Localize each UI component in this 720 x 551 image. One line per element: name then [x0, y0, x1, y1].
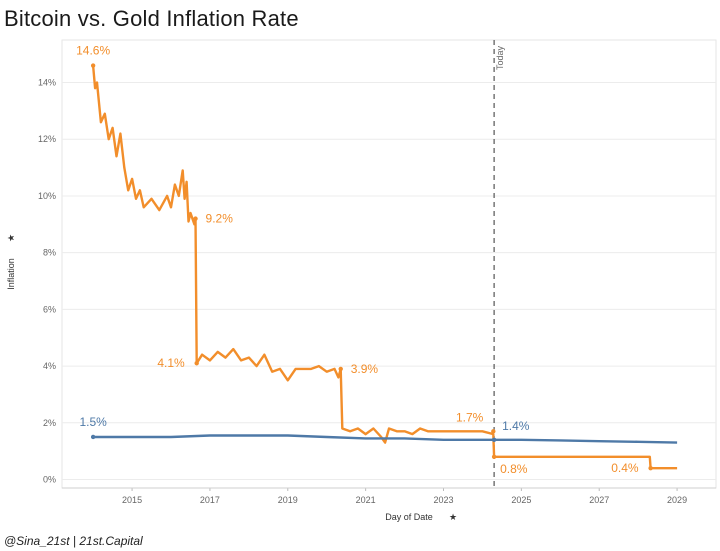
data-point-marker — [491, 429, 496, 434]
x-tick-label: 2019 — [278, 495, 298, 505]
y-tick-label: 6% — [43, 304, 56, 314]
data-label: 1.5% — [79, 415, 107, 429]
x-tick-label: 2017 — [200, 495, 220, 505]
x-axis-label: Day of Date — [385, 512, 433, 522]
plot-frame — [61, 39, 717, 489]
pin-icon: ★ — [449, 512, 457, 522]
x-tick-label: 2023 — [433, 495, 453, 505]
data-point-marker — [648, 465, 653, 471]
data-labels: 14.6% 9.2% 4.1% 3.9% 1.7% 0.8% 0.4% 1.5% 1.4% — [76, 44, 653, 476]
x-tick-label: 2021 — [356, 495, 376, 505]
x-tick-label: 2025 — [511, 495, 531, 505]
data-label: 1.7% — [456, 410, 484, 424]
data-label: 4.1% — [157, 356, 185, 370]
data-point-marker — [194, 361, 199, 366]
y-tick-label: 2% — [43, 418, 56, 428]
data-point-marker — [90, 434, 96, 440]
y-axis-label: Inflation — [6, 258, 16, 290]
y-tick-label: 0% — [43, 474, 56, 484]
data-point-marker — [90, 63, 96, 68]
grid-lines — [61, 39, 717, 489]
data-label: 0.4% — [611, 461, 639, 475]
axes: 0% 2% 4% 6% 8% 10% 12% 14% 2015 2017 2019 2021 2023 2… — [6, 40, 716, 522]
y-tick-label: 10% — [38, 191, 56, 201]
data-label: 14.6% — [76, 44, 110, 58]
data-label: 9.2% — [206, 212, 234, 226]
x-tick-label: 2029 — [667, 495, 687, 505]
data-label: 3.9% — [351, 362, 379, 376]
data-label: 1.4% — [502, 419, 530, 433]
data-label: 0.8% — [500, 462, 528, 476]
y-tick-label: 8% — [43, 248, 56, 258]
y-tick-label: 12% — [38, 134, 56, 144]
chart-title: Bitcoin vs. Gold Inflation Rate — [4, 6, 299, 31]
data-point-marker — [193, 216, 198, 221]
today-label: Today — [495, 45, 505, 70]
series-line-0 — [91, 65, 678, 470]
series-lines — [91, 65, 678, 470]
y-tick-label: 4% — [43, 361, 56, 371]
x-tick-label: 2015 — [122, 495, 142, 505]
y-tick-label: 14% — [38, 78, 56, 88]
series-line-1 — [93, 434, 678, 444]
credit-text: @Sina_21st | 21st.Capital — [4, 534, 143, 548]
x-tick-label: 2027 — [589, 495, 609, 505]
data-point-marker — [491, 437, 497, 442]
data-point-marker — [338, 366, 343, 372]
pin-icon: ★ — [6, 234, 16, 242]
data-point-marker — [491, 454, 497, 460]
